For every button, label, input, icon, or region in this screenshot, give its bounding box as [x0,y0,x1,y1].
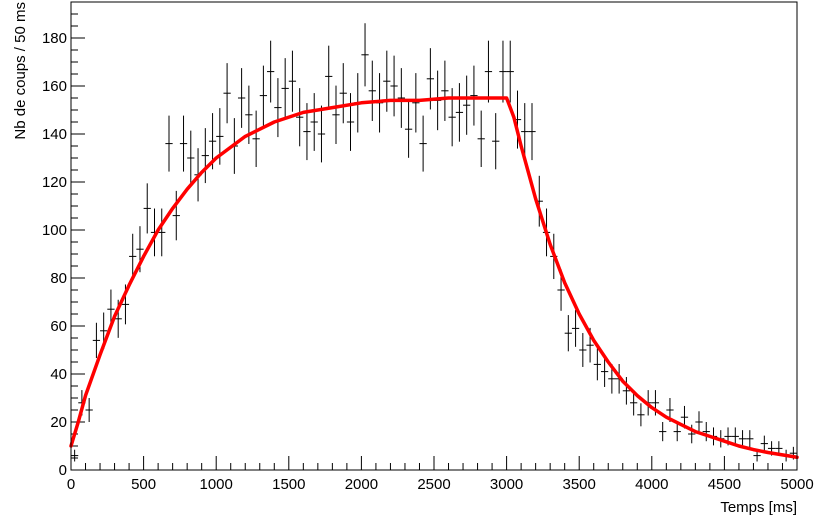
data-point [390,55,398,117]
x-tick-label: 1000 [200,476,233,493]
x-tick-label: 2500 [417,476,450,493]
x-tick-label: 1500 [272,476,305,493]
data-point [274,78,282,138]
data-point [412,73,420,133]
y-axis-ticks: 0 20 40 60 80 100 120 140 160 180 [42,1,85,479]
data-point [397,68,405,128]
data-point [419,115,427,172]
data-point [281,58,289,119]
y-tick-label: 0 [59,462,67,479]
data-point [85,398,93,422]
data-point [731,427,739,446]
data-point [738,430,747,448]
data-point [528,103,536,161]
data-point [332,85,340,144]
y-tick-label: 40 [50,366,67,383]
y-tick-label: 100 [42,222,67,239]
y-tick-label: 140 [42,126,67,143]
data-point [187,130,195,186]
data-point [688,424,696,444]
data-point [172,190,180,241]
x-tick-label: 3500 [563,476,596,493]
data-point [158,208,166,257]
y-tick-label: 80 [50,270,67,287]
data-point [477,110,485,167]
data-point [506,40,514,103]
data-point [252,110,260,167]
data-point [600,356,609,387]
x-tick-label: 500 [131,476,156,493]
data-point [746,430,754,448]
x-tick-label: 0 [67,476,75,493]
data-point [267,40,275,103]
data-point [325,45,333,108]
data-point [179,115,188,172]
data-point [310,93,318,151]
x-axis-ticks: 0 500 1000 1500 2000 2500 3000 3500 4000 4500 5000 [67,456,814,493]
data-point [695,411,703,433]
x-tick-label: 4500 [708,476,741,493]
data-point [470,65,478,126]
y-tick-label: 180 [42,30,67,47]
data-point [404,100,413,158]
data-point [368,60,376,121]
data-point [259,65,268,126]
y-tick-label: 160 [42,78,67,95]
data-point [673,422,681,442]
data-point [760,435,768,452]
data-point [317,105,326,163]
data-point [346,93,355,151]
data-point [223,63,231,124]
data-point [71,449,79,462]
data-point [593,348,601,381]
data-point [484,40,493,103]
data-point [499,40,507,103]
x-tick-label: 5000 [780,476,813,493]
x-tick-label: 4000 [635,476,668,493]
data-point [92,322,101,359]
data-points [71,23,797,462]
data-point [659,422,667,442]
x-axis-title: Temps [ms] [720,499,797,516]
data-point [165,115,173,172]
y-tick-label: 120 [42,174,67,191]
y-tick-label: 60 [50,318,67,335]
data-point [296,88,304,147]
data-point [455,83,464,142]
data-point [441,60,449,121]
fit-curve [69,96,799,460]
data-point [622,377,631,405]
fit-layer [69,96,799,460]
data-point [129,233,137,280]
y-axis-title: Nb de coups / 50 ms [12,2,29,140]
data-point [143,183,151,234]
x-tick-label: 3000 [490,476,523,493]
plot-frame [70,1,798,471]
data-point [463,75,471,135]
data-point [564,315,572,352]
data-point [492,113,500,170]
data-point [702,422,710,442]
data-point [201,128,209,184]
data-point [579,333,587,367]
data-point [571,309,580,347]
data-point [361,23,369,87]
data-point [288,50,297,112]
data-point [521,103,529,161]
y-tick-label: 20 [50,414,67,431]
data-point [637,403,645,427]
data-point [339,63,347,124]
x-tick-label: 2000 [345,476,378,493]
data-point [237,68,246,128]
